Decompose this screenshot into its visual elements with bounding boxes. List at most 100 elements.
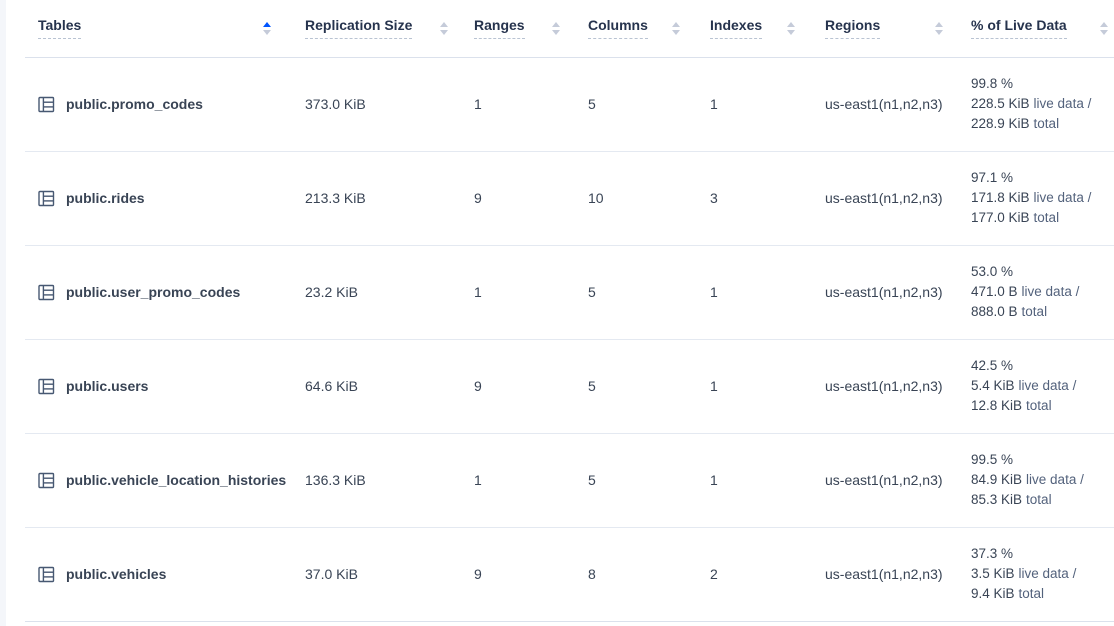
live-data-suffix: live data / [1018,378,1077,393]
replication-size-value: 373.0 KiB [305,57,474,152]
indexes-value: 1 [710,57,825,152]
total-data-suffix: total [1021,304,1048,319]
replication-size-value: 64.6 KiB [305,339,474,434]
live-data-percent: 99.5 % [971,452,1014,467]
table-grid-icon [38,566,55,583]
ranges-value: 1 [474,57,588,152]
ranges-value: 9 [474,527,588,622]
indexes-value: 1 [710,245,825,340]
total-data-bytes: 888.0 B [971,304,1018,319]
sort-carets-icon[interactable] [672,21,680,35]
total-data-suffix: total [1033,210,1060,225]
live-data-bytes: 471.0 B [971,284,1018,299]
total-data-bytes: 85.3 KiB [971,492,1023,507]
table-row: public.vehicle_location_histories 136.3 … [25,433,1114,528]
page-edge-strip [0,0,6,626]
live-data-bytes: 3.5 KiB [971,566,1015,581]
live-data-percent: 97.1 % [971,170,1014,185]
table-grid-icon [38,472,55,489]
column-header-tables[interactable]: Tables [25,0,305,58]
total-data-suffix: total [1033,116,1060,131]
replication-size-value: 23.2 KiB [305,245,474,340]
total-data-suffix: total [1026,398,1052,413]
live-data-suffix: live data / [1033,190,1092,205]
live-data-cell: 99.8 % 228.5 KiB live data / 228.9 KiB tot… [971,74,1114,134]
table-name-link[interactable]: public.rides [66,190,145,206]
regions-value: us-east1(n1,n2,n3) [825,527,971,622]
columns-value: 5 [588,245,710,340]
columns-value: 5 [588,339,710,434]
column-header-label[interactable]: Regions [825,17,881,40]
column-header-regions[interactable]: Regions [825,0,971,58]
indexes-value: 2 [710,527,825,622]
regions-value: us-east1(n1,n2,n3) [825,245,971,340]
table-grid-icon [38,190,55,207]
column-header-ranges[interactable]: Ranges [474,0,588,58]
live-data-percent: 99.8 % [971,76,1014,91]
live-data-percent: 37.3 % [971,546,1014,561]
table-grid-icon [38,96,55,113]
replication-size-value: 213.3 KiB [305,151,474,246]
live-data-cell: 97.1 % 171.8 KiB live data / 177.0 KiB tot… [971,168,1114,228]
column-header-label[interactable]: Tables [38,17,82,40]
columns-value: 5 [588,433,710,528]
columns-value: 10 [588,151,710,246]
total-data-suffix: total [1026,492,1052,507]
live-data-suffix: live data / [1026,472,1084,487]
ranges-value: 9 [474,151,588,246]
column-header-label[interactable]: Indexes [710,17,763,40]
live-data-suffix: live data / [1033,96,1092,111]
column-header-indexes[interactable]: Indexes [710,0,825,58]
database-tables-table: Tables Replication Size Ranges [25,0,1114,622]
sort-carets-icon[interactable] [1100,21,1108,35]
table-name-link[interactable]: public.promo_codes [66,96,203,112]
column-header-label[interactable]: Replication Size [305,17,413,40]
sort-carets-icon[interactable] [440,21,448,35]
regions-value: us-east1(n1,n2,n3) [825,433,971,528]
ranges-value: 1 [474,245,588,340]
column-header-label[interactable]: Columns [588,17,648,40]
total-data-bytes: 228.9 KiB [971,116,1030,131]
replication-size-value: 37.0 KiB [305,527,474,622]
sort-carets-icon[interactable] [787,21,795,35]
columns-value: 8 [588,527,710,622]
column-header-live-data[interactable]: % of Live Data [971,0,1114,58]
indexes-value: 1 [710,339,825,434]
column-header-label[interactable]: Ranges [474,17,525,40]
indexes-value: 1 [710,433,825,528]
live-data-cell: 99.5 % 84.9 KiB live data / 85.3 KiB total [971,450,1114,510]
table-row: public.user_promo_codes 23.2 KiB 1 5 1 u… [25,245,1114,340]
live-data-bytes: 84.9 KiB [971,472,1023,487]
live-data-percent: 42.5 % [971,358,1014,373]
column-header-label[interactable]: % of Live Data [971,17,1067,40]
indexes-value: 3 [710,151,825,246]
table-name-link[interactable]: public.vehicles [66,566,167,582]
live-data-suffix: live data / [1018,566,1077,581]
column-header-replication-size[interactable]: Replication Size [305,0,474,58]
table-row: public.rides 213.3 KiB 9 10 3 us-east1(n… [25,151,1114,246]
table-grid-icon [38,284,55,301]
total-data-bytes: 12.8 KiB [971,398,1023,413]
replication-size-value: 136.3 KiB [305,433,474,528]
live-data-percent: 53.0 % [971,264,1014,279]
live-data-bytes: 228.5 KiB [971,96,1030,111]
sort-carets-icon[interactable] [552,21,560,35]
sort-carets-icon[interactable] [935,21,943,35]
columns-value: 5 [588,57,710,152]
table-name-link[interactable]: public.user_promo_codes [66,284,241,300]
live-data-suffix: live data / [1021,284,1080,299]
total-data-suffix: total [1018,586,1045,601]
table-row: public.vehicles 37.0 KiB 9 8 2 us-east1(… [25,527,1114,622]
table-name-link[interactable]: public.users [66,378,149,394]
live-data-bytes: 171.8 KiB [971,190,1030,205]
table-row: public.promo_codes 373.0 KiB 1 5 1 us-ea… [25,57,1114,152]
sort-carets-icon[interactable] [263,21,271,35]
total-data-bytes: 177.0 KiB [971,210,1030,225]
table-header-row: Tables Replication Size Ranges [25,0,1114,58]
live-data-cell: 37.3 % 3.5 KiB live data / 9.4 KiB total [971,544,1114,604]
live-data-cell: 42.5 % 5.4 KiB live data / 12.8 KiB total [971,356,1114,416]
column-header-columns[interactable]: Columns [588,0,710,58]
table-name-link[interactable]: public.vehicle_location_histories [66,472,287,488]
